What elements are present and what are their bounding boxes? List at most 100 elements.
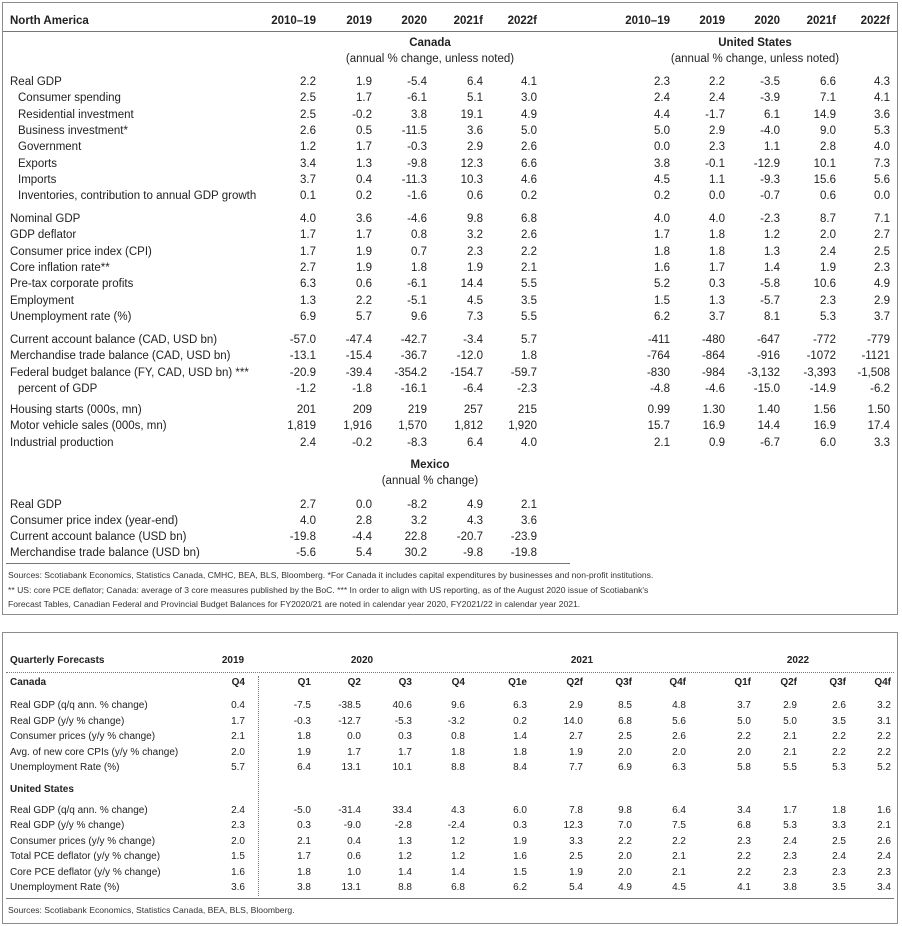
row-label: Core inflation rate** — [10, 262, 110, 275]
cell: 5.3 — [820, 311, 836, 324]
cell: -9.3 — [760, 174, 780, 187]
cell: 6.8 — [521, 213, 537, 225]
cell: 6.1 — [764, 108, 780, 121]
row-label: Federal budget balance (FY, CAD, USD bn)… — [10, 366, 249, 379]
cell: 3.6 — [521, 515, 537, 527]
cell: 0.3 — [513, 820, 527, 832]
row-label: Unemployment Rate (%) — [10, 762, 120, 773]
cell: 3.6 — [467, 125, 483, 138]
cell: 2.8 — [820, 141, 836, 154]
cell: -4.6 — [407, 213, 427, 225]
year-header: 2021 — [570, 655, 594, 666]
cell: 7.8 — [569, 805, 583, 816]
cell: 0.2 — [513, 715, 527, 727]
cell: -2.4 — [447, 820, 465, 832]
section-heading: Canada — [10, 677, 47, 688]
cell: 3.5 — [832, 715, 846, 727]
cell: 1.2 — [398, 851, 412, 863]
cell: -6.4 — [463, 383, 483, 396]
cell: 1.9 — [467, 262, 483, 275]
row-label: Unemployment rate (%) — [10, 311, 132, 324]
cell: 2.5 — [300, 92, 316, 105]
cell: 3.7 — [874, 311, 890, 324]
cell: 2.7 — [874, 229, 890, 242]
cell: 4.5 — [672, 882, 686, 893]
quarterly-bottom-rule — [6, 898, 894, 899]
cell: -1,508 — [857, 366, 890, 379]
section-heading: United States — [718, 37, 792, 49]
quarter-header: Q1e — [508, 677, 527, 688]
row-label: Real GDP (q/q ann. % change) — [10, 805, 148, 816]
cell: 1.6 — [877, 805, 891, 816]
cell: 1.7 — [300, 245, 316, 258]
cell: 0.5 — [356, 125, 372, 138]
cell: 9.0 — [820, 125, 836, 138]
cell: -1.2 — [296, 383, 316, 396]
cell: 2.7 — [300, 499, 316, 511]
section-note: (annual % change) — [381, 475, 479, 487]
quarter-header: Q4 — [231, 677, 245, 688]
cell: 5.0 — [737, 715, 751, 727]
cell: -0.2 — [352, 108, 372, 121]
cell: -764 — [646, 350, 670, 363]
cell: -4.8 — [650, 383, 670, 396]
cell: 1.8 — [654, 245, 670, 258]
cell: 4.1 — [521, 76, 537, 88]
cell: -0.1 — [705, 157, 725, 170]
cell: 0.3 — [398, 731, 412, 742]
cell: -9.0 — [343, 820, 361, 832]
cell: 1.1 — [709, 174, 725, 187]
cell: 7.1 — [874, 213, 890, 225]
cell: 10.6 — [813, 278, 836, 291]
cell: 2.4 — [783, 835, 797, 847]
cell: 4.9 — [521, 108, 537, 121]
column-header: 2019 — [346, 15, 372, 27]
cell: 0.0 — [347, 731, 361, 742]
cell: 2.9 — [783, 700, 797, 711]
cell: 7.0 — [618, 820, 632, 832]
cell: 0.6 — [820, 190, 836, 203]
table-title: Quarterly Forecasts — [10, 655, 105, 666]
cell: 6.4 — [467, 436, 483, 449]
cell: 14.0 — [563, 715, 583, 727]
cell: 13.1 — [341, 882, 361, 893]
quarter-header: Q3f — [829, 677, 846, 688]
cell: 2.3 — [709, 141, 725, 154]
cell: 15.6 — [813, 174, 836, 187]
cell: -6.1 — [407, 278, 427, 291]
quarterly-panel — [2, 632, 898, 924]
cell: 4.9 — [467, 499, 483, 511]
cell: 2.2 — [356, 294, 372, 307]
cell: 2.5 — [569, 851, 583, 863]
cell: -23.9 — [510, 531, 537, 543]
cell: 2.1 — [783, 746, 797, 758]
cell: 1.6 — [654, 262, 670, 275]
cell: 3.4 — [300, 157, 316, 170]
cell: -0.7 — [760, 190, 780, 203]
column-header: 2022f — [860, 15, 890, 27]
column-header: 2019 — [699, 15, 725, 27]
cell: 4.5 — [654, 174, 670, 187]
cell: 1,812 — [454, 420, 483, 433]
cell: 3.0 — [521, 92, 537, 105]
cell: 6.9 — [300, 311, 316, 324]
row-label: Consumer price index (CPI) — [10, 245, 152, 258]
cell: -1.8 — [352, 383, 372, 396]
cell: 2.5 — [874, 245, 890, 258]
cell: 8.1 — [764, 311, 780, 324]
cell: 6.6 — [521, 157, 537, 170]
cell: 0.9 — [709, 436, 725, 449]
row-label: Total PCE deflator (y/y % change) — [10, 851, 161, 863]
cell: 3.1 — [877, 715, 891, 727]
cell: 3.7 — [737, 700, 751, 711]
cell: 2.1 — [672, 851, 686, 863]
cell: 2.1 — [654, 436, 670, 449]
cell: 7.5 — [672, 820, 686, 832]
cell: 1.7 — [709, 262, 725, 275]
cell: 1.9 — [820, 262, 836, 275]
cell: 2.2 — [709, 76, 725, 88]
row-label: Merchandise trade balance (USD bn) — [10, 547, 200, 559]
cell: -11.3 — [401, 174, 427, 187]
cell: 3.3 — [569, 835, 583, 847]
column-header: 2021f — [453, 15, 483, 27]
